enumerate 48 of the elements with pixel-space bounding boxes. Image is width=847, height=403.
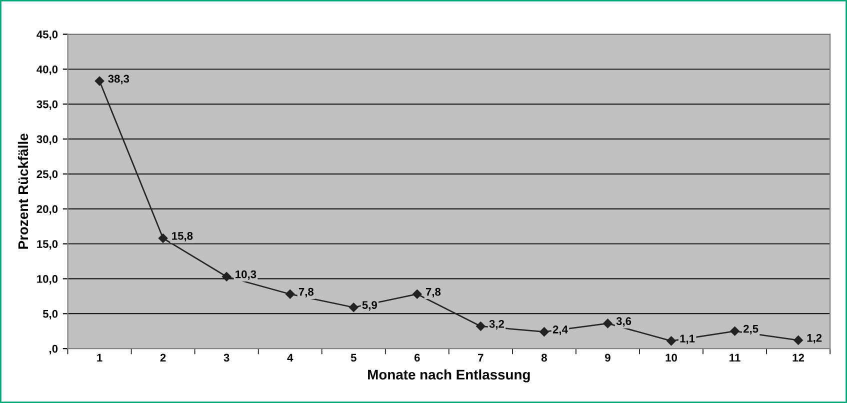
y-tick-label: ,0 [50, 344, 58, 354]
point [666, 336, 676, 346]
data-label: 38,3 [108, 74, 130, 84]
point [94, 76, 104, 86]
point [158, 234, 168, 243]
data-label: 2,5 [743, 324, 758, 334]
data-label: 7,8 [426, 288, 441, 298]
y-tick-label: 40,0 [36, 65, 58, 75]
x-tick-label: 5 [350, 354, 356, 362]
x-tick-label: 11 [730, 354, 740, 362]
point [222, 272, 232, 282]
point [540, 327, 549, 336]
x-tick-label: 4 [287, 354, 294, 362]
y-axis-title: Prozent Rückfälle [18, 134, 28, 249]
y-tick-label: 20,0 [36, 205, 58, 215]
x-tick-label: 2 [160, 354, 166, 362]
x-tick-label: 10 [666, 354, 677, 362]
x-tick-label: 12 [792, 354, 804, 362]
y-tick-label: 35,0 [36, 100, 58, 110]
x-tick-label: 1 [97, 354, 102, 362]
x-tick-label: 9 [605, 354, 610, 362]
y-tick-label: 25,0 [36, 170, 58, 180]
y-tick-label: 5,0 [42, 310, 58, 320]
data-label: 5,9 [362, 301, 377, 311]
y-tick-label: 45,0 [36, 30, 58, 40]
point [349, 302, 358, 312]
data-label: 3,6 [616, 317, 632, 327]
data-label: 1,1 [680, 334, 695, 344]
point [730, 326, 740, 336]
data-label: 2,4 [552, 326, 568, 336]
data-label: 10,3 [236, 270, 256, 280]
point [476, 322, 486, 331]
data-label: 1,2 [807, 334, 822, 344]
x-tick-label: 8 [541, 354, 547, 362]
data-label: 3,2 [489, 320, 504, 330]
x-tick-label: 6 [414, 354, 420, 362]
x-tick-label: 7 [478, 354, 484, 362]
point [603, 318, 612, 328]
point [285, 289, 295, 299]
data-label: 7,8 [298, 288, 314, 298]
x-axis-title: Monate nach Entlassung [368, 369, 530, 382]
y-tick-label: 15,0 [37, 240, 58, 250]
y-tick-label: 30,0 [36, 135, 58, 145]
y-tick-label: 10,0 [37, 275, 58, 284]
point [794, 336, 803, 345]
x-tick-label: 3 [224, 354, 230, 362]
data-label: 15,8 [172, 232, 193, 242]
point [412, 289, 422, 299]
